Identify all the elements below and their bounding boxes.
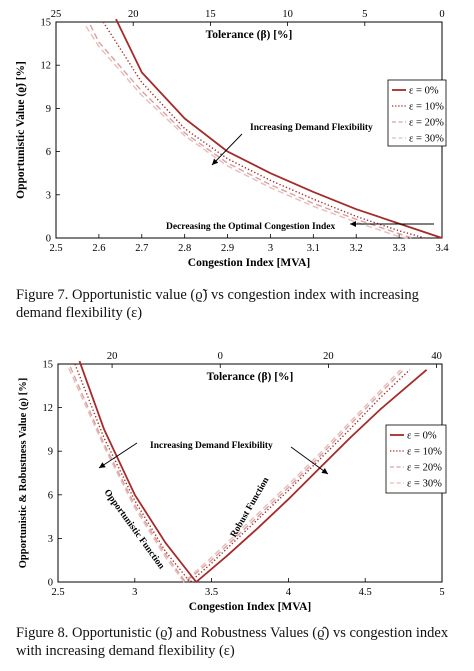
y-tick-label: 15 xyxy=(43,360,54,371)
legend-box xyxy=(385,424,447,494)
x2-tick-label: 25 xyxy=(51,9,62,20)
series-line-eps-0 xyxy=(115,18,443,239)
x2-axis-label: Tolerance (β) [%] xyxy=(207,371,294,383)
y-tick-label: 3 xyxy=(46,190,51,201)
y-axis-label: Opportunistic & Robustness Value (ϱ) [%] xyxy=(18,378,29,568)
annotation-text: Increasing Demand Flexibility xyxy=(150,441,273,451)
legend-entry: ε = 0% xyxy=(409,86,439,97)
y-tick-label: 15 xyxy=(41,18,52,29)
y-tick-label: 3 xyxy=(48,534,53,545)
legend-entry: ε = 10% xyxy=(409,102,444,113)
x-axis-label: Congestion Index [MVA] xyxy=(189,601,311,613)
y-tick-label: 6 xyxy=(46,147,51,158)
x-axis-label: Congestion Index [MVA] xyxy=(188,257,310,269)
y-tick-label: 12 xyxy=(41,61,52,72)
x2-tick-label: 0 xyxy=(439,9,444,20)
legend-box xyxy=(387,79,447,147)
x-tick-label: 5 xyxy=(439,587,444,598)
x-tick-label: 4 xyxy=(286,587,292,598)
y-tick-label: 0 xyxy=(46,234,51,245)
x-tick-label: 3 xyxy=(132,587,137,598)
annotation-arrow-head xyxy=(212,158,219,165)
y-axis-label: Opportunistic Value (ϱ̃) [%] xyxy=(15,61,27,199)
x2-tick-label: 20 xyxy=(107,351,118,362)
annotation-arrow-line xyxy=(98,442,138,469)
x-tick-label: 2.7 xyxy=(135,243,148,254)
x-tick-label: 2.9 xyxy=(221,243,234,254)
y-tick-label: 9 xyxy=(46,104,51,115)
x2-tick-label: 20 xyxy=(128,9,139,20)
annotation-arrow-head xyxy=(350,221,356,227)
y-tick-label: 6 xyxy=(48,490,53,501)
x-tick-label: 3.2 xyxy=(350,243,363,254)
y-tick-label: 12 xyxy=(43,403,54,414)
figure-7-caption: Figure 7. Opportunistic value (ϱ̃) vs co… xyxy=(16,287,419,321)
annotation-arrow-line xyxy=(290,446,329,475)
legend-entry: ε = 10% xyxy=(407,447,442,458)
x-tick-label: 4.5 xyxy=(359,587,372,598)
x-tick-label: 3.4 xyxy=(435,243,449,254)
series-line-eps-30 xyxy=(85,25,408,239)
x2-tick-label: 5 xyxy=(362,9,367,20)
legend-entry: ε = 30% xyxy=(409,134,444,145)
x-tick-label: 3.5 xyxy=(205,587,218,598)
legend-entry: ε = 0% xyxy=(407,431,437,442)
x2-tick-label: 10 xyxy=(282,9,293,20)
annotation-arrow-line xyxy=(211,133,243,166)
series-line-eps-30 xyxy=(68,368,402,583)
x-tick-label: 2.5 xyxy=(51,587,64,598)
y-tick-label: 0 xyxy=(48,578,53,589)
x2-tick-label: 20 xyxy=(323,351,334,362)
series-line-eps-10 xyxy=(102,21,425,239)
x-tick-label: 3 xyxy=(268,243,273,254)
x-tick-label: 2.6 xyxy=(92,243,105,254)
x-tick-label: 2.8 xyxy=(178,243,191,254)
series-line-eps-20 xyxy=(89,24,413,239)
y-tick-label: 9 xyxy=(48,447,53,458)
series-line-eps-0 xyxy=(78,360,428,583)
annotation-text: Robust Function xyxy=(229,475,272,539)
legend-entry: ε = 30% xyxy=(407,479,442,490)
x2-tick-label: 0 xyxy=(218,351,223,362)
figure-8-chart: 2.5 3 3.5 4 4.5 5 0 3 6 9 12 15 20 0 20 40 Congestion In… xyxy=(18,351,447,613)
series-line-eps-20 xyxy=(69,366,405,583)
annotation-text: Increasing Demand Flexibility xyxy=(250,123,373,133)
legend-entry: ε = 20% xyxy=(407,463,442,474)
x-tick-label: 2.5 xyxy=(49,243,62,254)
legend-entry: ε = 20% xyxy=(409,118,444,129)
series-line-eps-10 xyxy=(74,363,411,583)
plot-frame xyxy=(57,363,443,583)
x-tick-label: 3.1 xyxy=(307,243,320,254)
x2-tick-label: 40 xyxy=(431,351,442,362)
plot-frame xyxy=(55,21,443,239)
x2-tick-label: 15 xyxy=(205,9,216,20)
x-tick-label: 3.3 xyxy=(393,243,406,254)
x2-axis-label: Tolerance (β) [%] xyxy=(206,29,293,41)
annotation-text: Decreasing the Optimal Congestion Index xyxy=(166,222,335,232)
figure-8-caption: Figure 8. Opportunistic (ϱ̃) and Robustn… xyxy=(16,625,449,659)
annotation-arrow-head xyxy=(99,462,106,468)
annotation-arrow-head xyxy=(321,468,328,474)
